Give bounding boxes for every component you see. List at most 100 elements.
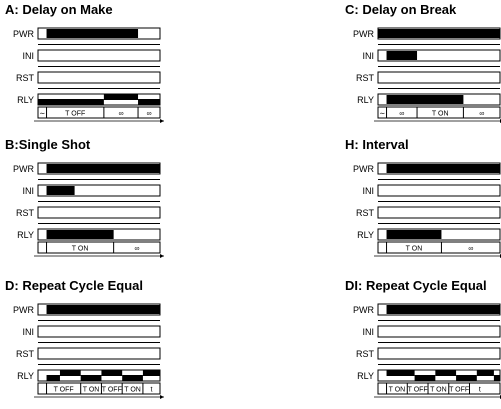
segment-label: T OFF [449,387,469,394]
panel-title: DI: Repeat Cycle Equal [345,278,487,293]
row-label-rly: RLY [17,371,34,381]
relay-level [414,375,436,381]
row-label-pwr: PWR [353,29,374,39]
panel-title: C: Delay on Break [345,2,457,17]
signal-row-ini [377,325,501,338]
row-label-pwr: PWR [13,305,34,315]
signal-row-rst [37,347,161,360]
signal-row-ini [37,184,161,197]
signal-high [46,164,160,173]
segment-label: ∞ [399,111,404,118]
segment-label: T ON [406,246,423,253]
segment-label: T OFF [65,111,85,118]
row-label-rst: RST [16,73,35,83]
timeline-arrow-icon [160,119,164,123]
segment-label: t [150,387,152,394]
time-axis [37,241,161,254]
timing-panel-h: H: Interval PWR INI RST RLY T ON ∞ [345,137,501,258]
row-label-rly: RLY [357,95,374,105]
relay-level [80,375,102,381]
segment-label: ∞ [147,111,152,118]
panel-title: A: Delay on Make [5,2,113,17]
row-label-ini: INI [22,186,34,196]
relay-level [435,370,457,376]
segment-label: ∼ [39,111,45,118]
panel-title: B:Single Shot [5,137,91,152]
row-label-rly: RLY [17,95,34,105]
time-axis [37,382,161,395]
segment-label: T OFF [408,387,428,394]
signal-row-ini [37,325,161,338]
row-label-pwr: PWR [353,305,374,315]
signal-row-rst [37,206,161,219]
signal-high [378,29,500,38]
relay-level [142,370,160,376]
relay-level [122,375,143,381]
signal-row-rst [377,347,501,360]
row-label-rst: RST [356,73,375,83]
segment-label: T ON [432,111,449,118]
signal-row-rst [37,71,161,84]
segment-label: t [479,387,481,394]
time-axis [377,241,501,254]
segment-label: ∞ [479,111,484,118]
segment-label: T ON [389,387,406,394]
signal-high [46,186,75,195]
relay-level [493,375,500,381]
relay-level [476,370,494,376]
relay-level [103,94,139,100]
timing-panel-b: B:Single Shot PWR INI RST RLY T ON ∞ [5,137,164,258]
time-axis [37,106,161,119]
segment-label: T ON [72,246,89,253]
row-label-ini: INI [362,186,374,196]
signal-row-rst [377,71,501,84]
panel-title: H: Interval [345,137,409,152]
row-label-pwr: PWR [353,164,374,174]
panel-title: D: Repeat Cycle Equal [5,278,143,293]
timeline-arrow-icon [160,254,164,258]
relay-level [101,370,123,376]
timing-panel-c: C: Delay on Break PWR INI RST RLY ∼ ∞ T ON ∞ [345,2,501,123]
relay-level [59,370,81,376]
signal-row-rst [377,206,501,219]
segment-label: ∼ [379,111,385,118]
segment-label: T OFF [54,387,74,394]
segment-label: T ON [430,387,447,394]
row-label-ini: INI [362,327,374,337]
timing-panel-a: A: Delay on Make PWR INI RST RLY ∼ T OFF ∞ ∞ [5,2,164,123]
row-label-rst: RST [356,349,375,359]
row-label-pwr: PWR [13,164,34,174]
relay-level [386,370,415,376]
row-label-ini: INI [362,51,374,61]
row-label-rst: RST [16,208,35,218]
signal-high [386,164,500,173]
signal-row-ini [37,49,161,62]
signal-high [46,305,160,314]
signal-high [386,305,500,314]
relay-level [456,375,477,381]
row-label-rly: RLY [17,230,34,240]
signal-row-ini [377,49,501,62]
signal-high [386,230,442,239]
segment-label: T ON [124,387,141,394]
relay-level [46,375,60,381]
signal-row-ini [377,184,501,197]
segment-label: ∞ [468,246,473,253]
row-label-rst: RST [356,208,375,218]
row-label-ini: INI [22,51,34,61]
segment-label: T OFF [102,387,122,394]
signal-high [46,29,139,38]
row-label-rly: RLY [357,371,374,381]
row-label-pwr: PWR [13,29,34,39]
segment-label: ∞ [134,246,139,253]
signal-high [386,51,418,60]
signal-high [46,230,114,239]
segment-label: T ON [83,387,100,394]
row-label-ini: INI [22,327,34,337]
time-axis [377,382,501,395]
signal-high [386,95,464,104]
relay-level [38,99,104,105]
